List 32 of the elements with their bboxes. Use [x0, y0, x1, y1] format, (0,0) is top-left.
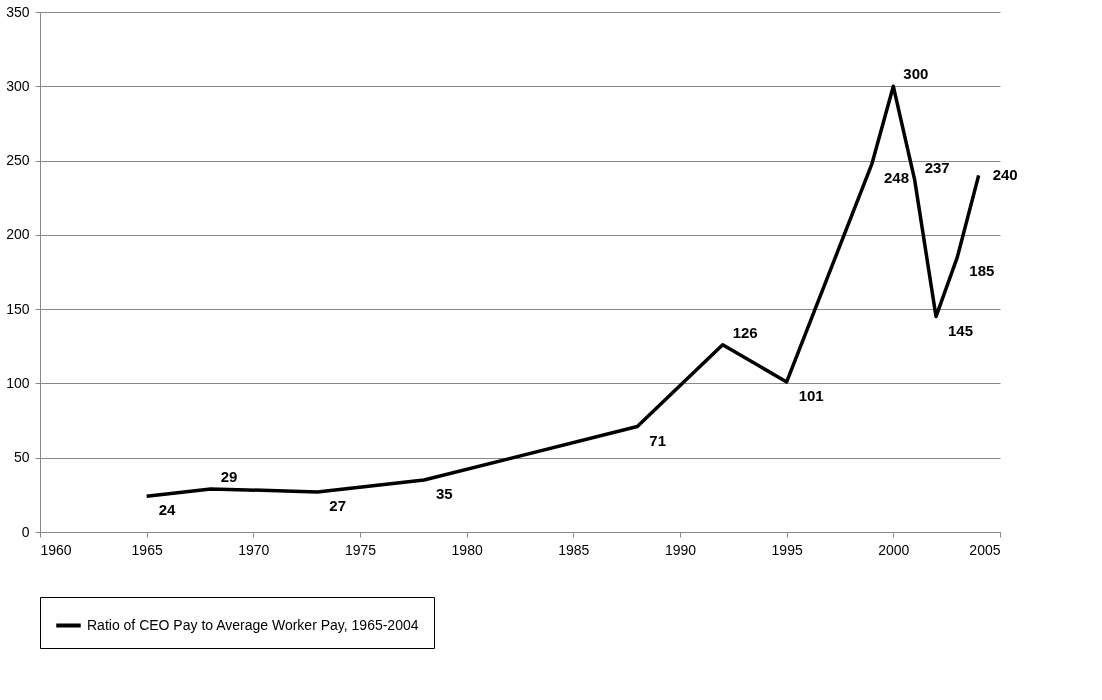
x-tick-label: 1970: [238, 541, 270, 558]
y-tick-label: 300: [6, 77, 30, 94]
y-tick-label: 50: [13, 449, 30, 466]
x-tick-label: 1965: [131, 541, 163, 558]
x-tick-label: 1975: [344, 541, 377, 558]
data-label: 185: [969, 262, 995, 280]
data-label: 300: [903, 65, 929, 83]
x-tick-label: 2005: [969, 541, 1001, 558]
y-tick-label: 200: [6, 226, 30, 243]
data-label: 71: [649, 431, 667, 449]
data-label: 29: [220, 467, 238, 485]
data-label: 248: [884, 168, 910, 186]
data-label: 35: [436, 485, 453, 502]
data-label: 240: [992, 166, 1018, 184]
legend-label: Ratio of CEO Pay to Average Worker Pay, 1965-2004: [87, 616, 419, 633]
y-tick-label: 250: [6, 152, 30, 169]
y-tick-label: 0: [21, 523, 30, 540]
x-tick-label: 1995: [771, 541, 803, 558]
data-label: 145: [948, 321, 974, 339]
x-tick-label: 1990: [664, 541, 697, 558]
data-label: 237: [924, 158, 950, 176]
y-tick-label: 100: [6, 374, 30, 391]
data-label: 24: [158, 501, 177, 519]
y-tick-label: 350: [6, 3, 30, 20]
y-tick-label: 150: [6, 300, 30, 317]
x-tick-label: 1960: [40, 541, 72, 558]
x-tick-label: 1980: [451, 541, 483, 558]
data-label: 126: [732, 323, 758, 341]
data-label: 27: [329, 496, 347, 514]
data-label: 101: [798, 386, 824, 404]
x-tick-label: 1985: [558, 541, 590, 558]
x-tick-label: 2000: [878, 541, 910, 558]
